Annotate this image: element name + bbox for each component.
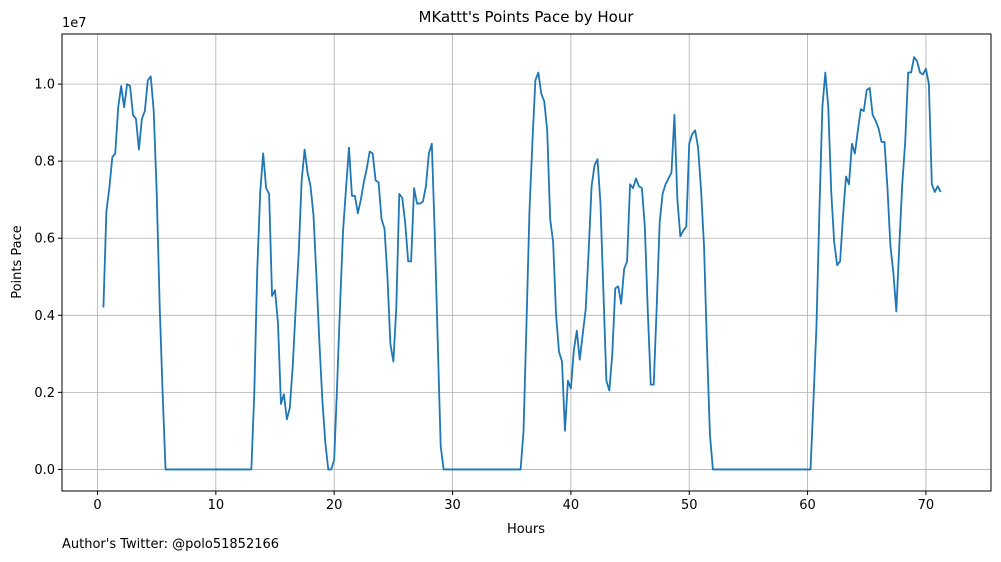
chart-title: MKattt's Points Pace by Hour [419, 8, 635, 26]
tick-layer: 0 10 20 30 40 50 60 70 0.0 0.2 0.4 0.6 0.8 1.0 [34, 78, 934, 513]
y-tick-label: 0.0 [34, 463, 55, 478]
x-tick-label: 50 [681, 498, 698, 513]
x-tick-label: 20 [326, 498, 343, 513]
x-tick-label: 10 [208, 498, 225, 513]
x-tick-label: 60 [799, 498, 816, 513]
y-axis-label: Points Pace [10, 225, 25, 299]
y-tick-label: 0.8 [34, 155, 55, 170]
y-tick-label: 0.4 [34, 309, 55, 324]
y-tick-label: 1.0 [34, 78, 55, 93]
author-credit: Author's Twitter: @polo51852166 [62, 537, 280, 552]
x-tick-label: 30 [444, 498, 461, 513]
y-offset-label: 1e7 [62, 16, 87, 31]
series-layer [102, 56, 942, 471]
x-tick-label: 70 [918, 498, 935, 513]
x-tick-label: 40 [563, 498, 580, 513]
x-axis-label: Hours [507, 522, 545, 537]
y-tick-label: 0.6 [34, 232, 55, 247]
points-pace-line [102, 56, 942, 471]
grid-layer [62, 34, 991, 491]
x-tick-label: 0 [93, 498, 101, 513]
plot-frame [61, 33, 992, 492]
y-tick-label: 0.2 [34, 386, 55, 401]
